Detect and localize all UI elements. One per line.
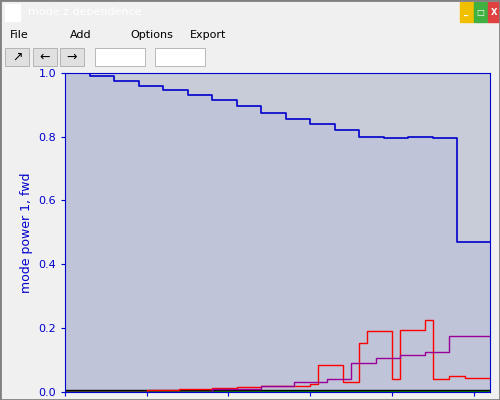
Text: X: X [491, 8, 498, 17]
Bar [155, 48, 205, 66]
Text: File: File [10, 30, 29, 40]
Bar [60, 48, 84, 66]
Text: →: → [67, 51, 77, 64]
Text: ←: ← [39, 51, 50, 64]
Text: Export: Export [190, 30, 226, 40]
Y-axis label: mode power 1, fwd: mode power 1, fwd [20, 172, 32, 293]
Text: _: _ [464, 8, 468, 17]
Text: mode z dependence: mode z dependence [28, 7, 141, 17]
Bar [95, 48, 145, 66]
Text: Add: Add [70, 30, 92, 40]
Text: ↗: ↗ [12, 51, 22, 64]
Bar [460, 2, 472, 22]
Bar [5, 48, 29, 66]
Bar [32, 48, 56, 66]
Bar [488, 2, 500, 22]
Text: Options: Options [130, 30, 173, 40]
Text: □: □ [476, 8, 484, 17]
Bar [474, 2, 486, 22]
Bar [5, 4, 20, 21]
